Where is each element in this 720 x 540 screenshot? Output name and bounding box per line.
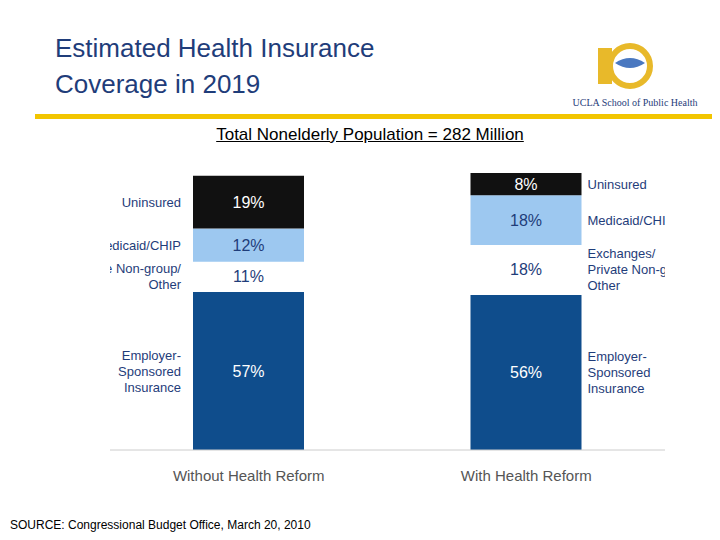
svg-text:18%: 18% [510,212,542,229]
svg-text:19%: 19% [232,194,264,211]
svg-text:Uninsured: Uninsured [122,195,181,210]
html-text:Estimated Health Insurance Cov: Estimated Health Insurance Coverage in 2… [55,33,375,99]
svg-text:Private Non-group/Other: Private Non-group/Other [110,261,182,292]
svg-text:UCLA School of Public Health: UCLA School of Public Health [573,97,698,108]
svg-text:11%: 11% [233,268,264,285]
svg-text:12%: 12% [232,237,264,254]
html-text:Total Nonelderly Population =: Total Nonelderly Population = 282 Millio… [216,125,524,144]
svg-text:With Health Reform: With Health Reform [461,467,592,484]
svg-text:18%: 18% [510,261,542,278]
svg-text:57%: 57% [232,363,264,380]
svg-text:56%: 56% [510,364,542,381]
svg-text:Uninsured: Uninsured [588,177,647,192]
svg-text:Medicaid/CHIP: Medicaid/CHIP [588,213,666,228]
svg-text:Without Health Reform: Without Health Reform [173,467,325,484]
svg-text:Employer-SponsoredInsurance: Employer-SponsoredInsurance [588,349,651,396]
svg-text:Exchanges/Private Non-group/Ot: Exchanges/Private Non-group/Other [588,246,666,293]
svg-text:Medicaid/CHIP: Medicaid/CHIP [110,238,181,253]
svg-text:Employer-SponsoredInsurance: Employer-SponsoredInsurance [118,348,181,395]
svg-text:8%: 8% [514,176,537,193]
html-text:SOURCE: Congressional Budget O: SOURCE: Congressional Budget Office, Mar… [10,518,311,532]
